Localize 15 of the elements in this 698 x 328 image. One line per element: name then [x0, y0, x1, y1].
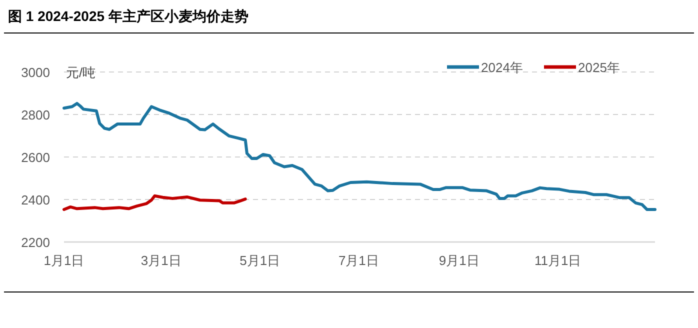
title: 图 1 2024-2025 年主产区小麦均价走势	[8, 8, 248, 24]
xtick: 5月1日	[240, 253, 280, 268]
ytick: 2400	[21, 192, 50, 208]
legend: 2024年	[481, 60, 523, 75]
xtick: 9月1日	[438, 253, 480, 268]
legend: 2025年	[578, 60, 620, 75]
xtick: 11月1日	[534, 253, 582, 268]
xtick: 3月1日	[140, 253, 182, 268]
ytick: 3000	[21, 65, 50, 80]
ytick: 2800	[21, 108, 50, 122]
ytick: 2600	[21, 150, 50, 165]
ylabel: 元/吨	[66, 65, 96, 80]
xtick: 1月1日	[44, 253, 84, 268]
ytick: 2200	[21, 235, 50, 250]
xtick: 7月1日	[338, 253, 379, 268]
